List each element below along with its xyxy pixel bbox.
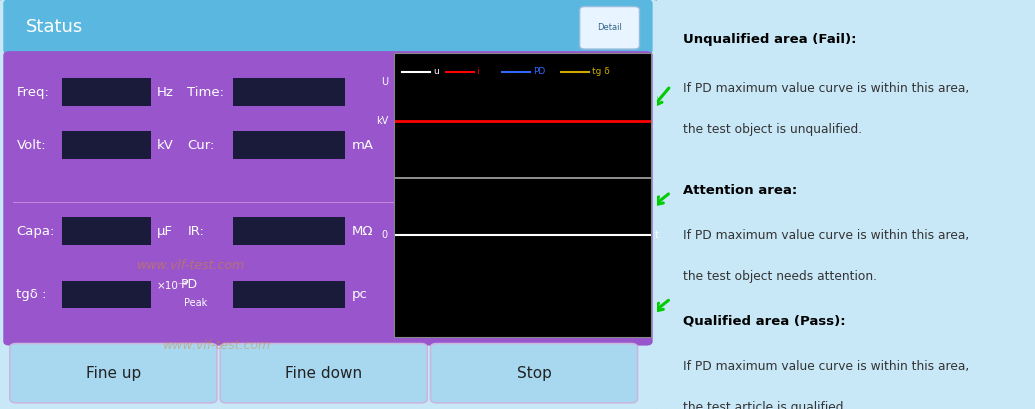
Text: pc: pc: [352, 288, 367, 301]
FancyBboxPatch shape: [0, 0, 660, 409]
Text: Qualified area (Pass):: Qualified area (Pass):: [683, 315, 846, 328]
Text: MΩ: MΩ: [352, 225, 373, 238]
Bar: [62, 217, 151, 245]
Text: i: i: [476, 67, 479, 76]
Bar: [233, 131, 345, 159]
Bar: [233, 281, 345, 308]
FancyBboxPatch shape: [431, 344, 638, 403]
Text: t: t: [655, 230, 658, 240]
Bar: [62, 281, 151, 308]
Text: Peak: Peak: [184, 299, 207, 308]
Text: If PD maximum value curve is within this area,: If PD maximum value curve is within this…: [683, 360, 969, 373]
Text: IR:: IR:: [187, 225, 204, 238]
Text: the test article is qualified.: the test article is qualified.: [683, 401, 848, 409]
Text: www.vlf-test.com: www.vlf-test.com: [162, 339, 271, 352]
Text: Hz: Hz: [156, 85, 173, 99]
Bar: [233, 78, 345, 106]
Bar: [62, 78, 151, 106]
Text: Unqualified area (Fail):: Unqualified area (Fail):: [683, 33, 856, 46]
Text: mA: mA: [352, 139, 374, 152]
Bar: [233, 217, 345, 245]
FancyBboxPatch shape: [220, 344, 427, 403]
Text: Fine down: Fine down: [285, 366, 362, 381]
Text: PD: PD: [181, 278, 198, 291]
Text: Fine up: Fine up: [86, 366, 141, 381]
Text: tg δ: tg δ: [592, 67, 610, 76]
FancyBboxPatch shape: [580, 7, 640, 49]
Text: Status: Status: [26, 18, 84, 36]
Bar: [62, 131, 151, 159]
Text: u: u: [433, 67, 439, 76]
Text: Time:: Time:: [187, 85, 225, 99]
FancyBboxPatch shape: [10, 344, 217, 403]
Text: the test object is unqualified.: the test object is unqualified.: [683, 123, 862, 136]
Text: Cur:: Cur:: [187, 139, 214, 152]
FancyBboxPatch shape: [3, 51, 653, 346]
Text: Detail: Detail: [597, 23, 622, 32]
Text: PD: PD: [533, 67, 545, 76]
Text: Stop: Stop: [516, 366, 552, 381]
FancyBboxPatch shape: [3, 0, 653, 54]
Text: U: U: [381, 76, 388, 87]
Text: www.vlf-test.com: www.vlf-test.com: [137, 259, 244, 272]
Text: kV: kV: [156, 139, 173, 152]
Text: If PD maximum value curve is within this area,: If PD maximum value curve is within this…: [683, 82, 969, 95]
Text: Capa:: Capa:: [17, 225, 55, 238]
Text: kV: kV: [376, 117, 388, 126]
Text: Volt:: Volt:: [17, 139, 46, 152]
Text: 0: 0: [382, 230, 388, 240]
Text: Attention area:: Attention area:: [683, 184, 797, 197]
Text: μF: μF: [156, 225, 173, 238]
Text: the test object needs attention.: the test object needs attention.: [683, 270, 877, 283]
Text: Freq:: Freq:: [17, 85, 50, 99]
Text: tgδ :: tgδ :: [17, 288, 47, 301]
Text: If PD maximum value curve is within this area,: If PD maximum value curve is within this…: [683, 229, 969, 242]
Text: ×10⁻³: ×10⁻³: [156, 281, 188, 291]
